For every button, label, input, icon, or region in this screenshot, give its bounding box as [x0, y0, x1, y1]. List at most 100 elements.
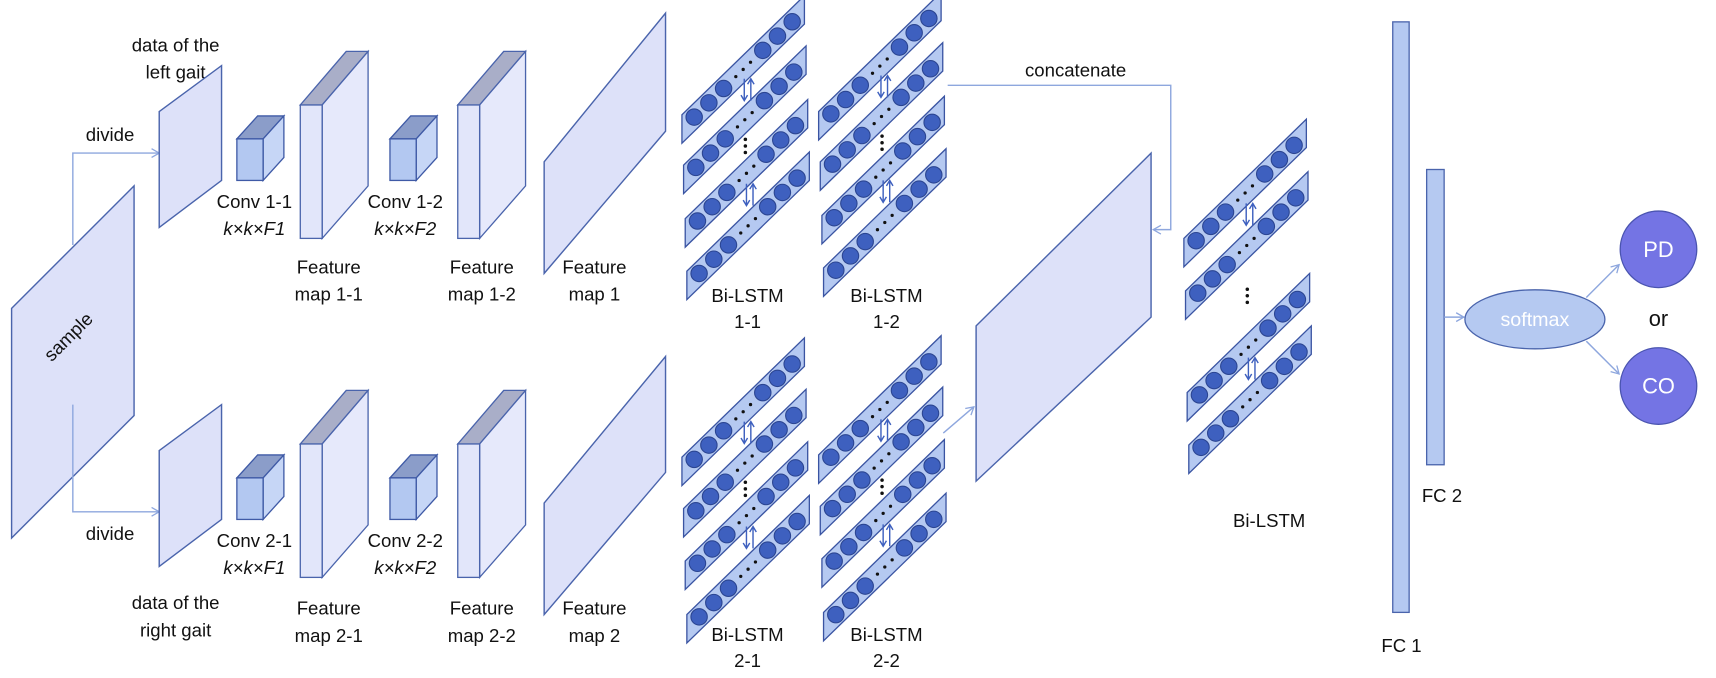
lstm-cell	[825, 208, 843, 227]
divide-label-top: divide	[86, 124, 135, 145]
ellipsis-dot	[1243, 191, 1247, 195]
bilstm-1-1-label-1: Bi-LSTM	[711, 285, 783, 306]
lstm-cell	[854, 523, 873, 542]
lstm-cell	[688, 554, 707, 573]
conv-1-1-cube	[235, 114, 286, 183]
conv-2-1-cube	[235, 453, 286, 522]
lstm-cell	[856, 577, 874, 595]
lstm-cell	[823, 155, 842, 173]
lstm-cell	[1216, 203, 1235, 221]
lstm-cell	[772, 473, 790, 491]
bidirectional-arrow-icon	[879, 179, 894, 204]
ellipsis-dot	[885, 400, 889, 405]
ellipsis-dot	[744, 513, 749, 518]
lstm-cell	[851, 76, 870, 94]
lstm-cell	[757, 145, 775, 164]
vertical-ellipsis-icon	[1245, 287, 1250, 305]
ellipsis-dot	[878, 407, 882, 412]
pd-output-node	[1619, 210, 1698, 289]
lstm-cell	[703, 540, 721, 558]
feature-map-2-1-block	[298, 388, 370, 580]
ellipsis-dot	[1252, 236, 1256, 240]
lstm-cell	[890, 381, 909, 400]
lstm-strip	[684, 440, 809, 591]
conv-2-2-kernel: k×k×F2	[374, 557, 437, 578]
lstm-cell	[757, 487, 775, 506]
lstm-cell	[893, 485, 912, 504]
feature-map-1-label-2: map 1	[569, 284, 621, 305]
conv-2-2-label: Conv 2-2	[368, 530, 443, 551]
lstm-cell	[853, 126, 871, 145]
ellipsis-dot	[879, 459, 884, 463]
feature-map-2-1-label-2: map 2-1	[295, 625, 363, 646]
fc1-layer	[1392, 21, 1410, 614]
lstm-cell	[773, 183, 792, 202]
lstm-cell	[685, 450, 703, 469]
lstm-cell	[908, 471, 927, 489]
lstm-cell	[685, 108, 703, 126]
feature-map-1-plane	[543, 11, 667, 276]
ellipsis-dot	[743, 118, 747, 122]
lstm-cell	[755, 435, 774, 453]
softmax-node	[1464, 289, 1606, 350]
lstm-cell	[1205, 371, 1223, 390]
bilstm-2-2-label-2: 2-2	[873, 650, 900, 671]
conv-1-2-cube	[388, 114, 439, 183]
lstm-cell	[895, 194, 914, 213]
feature-map-1-1-block	[298, 49, 370, 241]
ellipsis-dot	[883, 220, 887, 225]
lstm-cell	[925, 166, 943, 184]
lstm-cell	[920, 9, 938, 28]
lstm-cell	[690, 264, 708, 283]
lstm-cell	[908, 127, 927, 146]
lstm-cell	[700, 436, 718, 454]
sample-plane	[10, 184, 135, 540]
lstm-cell	[895, 539, 914, 557]
lstm-cell	[840, 194, 858, 213]
lstm-cell	[705, 250, 723, 268]
right-gait-label-1: data of the	[132, 592, 220, 613]
bilstm-2-2-stack	[817, 334, 947, 643]
bilstm-2-2-label-1: Bi-LSTM	[850, 624, 922, 645]
lstm-cell	[758, 197, 777, 216]
ellipsis-dot	[878, 64, 882, 68]
lstm-strip	[817, 0, 942, 142]
ellipsis-dot	[888, 504, 893, 508]
vertical-ellipsis-icon	[880, 478, 884, 495]
lstm-cell	[1189, 284, 1207, 302]
lstm-cell	[851, 419, 870, 438]
lstm-strip	[821, 438, 946, 589]
ellipsis-dot	[872, 121, 876, 126]
lstm-cell	[836, 90, 855, 109]
bilstm-1-1-label-2: 1-1	[734, 311, 761, 332]
divide-arrow-bottom	[72, 404, 161, 517]
lstm-cell	[1202, 217, 1220, 236]
ellipsis-dot	[879, 114, 884, 119]
lstm-cell	[1273, 305, 1292, 323]
ellipsis-dot	[890, 213, 894, 218]
lstm-strip	[682, 44, 807, 196]
lstm-cell	[838, 485, 856, 504]
lstm-cell	[910, 180, 928, 198]
lstm-cell	[719, 236, 738, 254]
lstm-cell	[840, 538, 858, 556]
lstm-cell	[825, 552, 843, 570]
ellipsis-dot	[746, 567, 750, 571]
feature-map-1-2-label-1: Feature	[450, 256, 514, 277]
feature-map-2-1-label-1: Feature	[297, 598, 361, 619]
lstm-cell	[783, 13, 801, 31]
lstm-cell	[687, 158, 705, 177]
lstm-cell	[716, 473, 734, 491]
co-output-node	[1619, 347, 1698, 425]
ellipsis-dot	[734, 74, 738, 79]
bidirectional-arrow-icon	[742, 525, 757, 550]
lstm-cell	[836, 434, 855, 452]
ellipsis-dot	[735, 125, 740, 129]
lstm-cell	[841, 591, 860, 610]
concatenated-feature-plane	[975, 151, 1152, 483]
feature-map-1-1-label-1: Feature	[297, 256, 361, 277]
left-gait-label-1: data of the	[132, 34, 220, 55]
lstm-cell	[827, 261, 845, 279]
fc2-label: FC 2	[1422, 485, 1462, 506]
lstm-strip	[686, 150, 810, 302]
